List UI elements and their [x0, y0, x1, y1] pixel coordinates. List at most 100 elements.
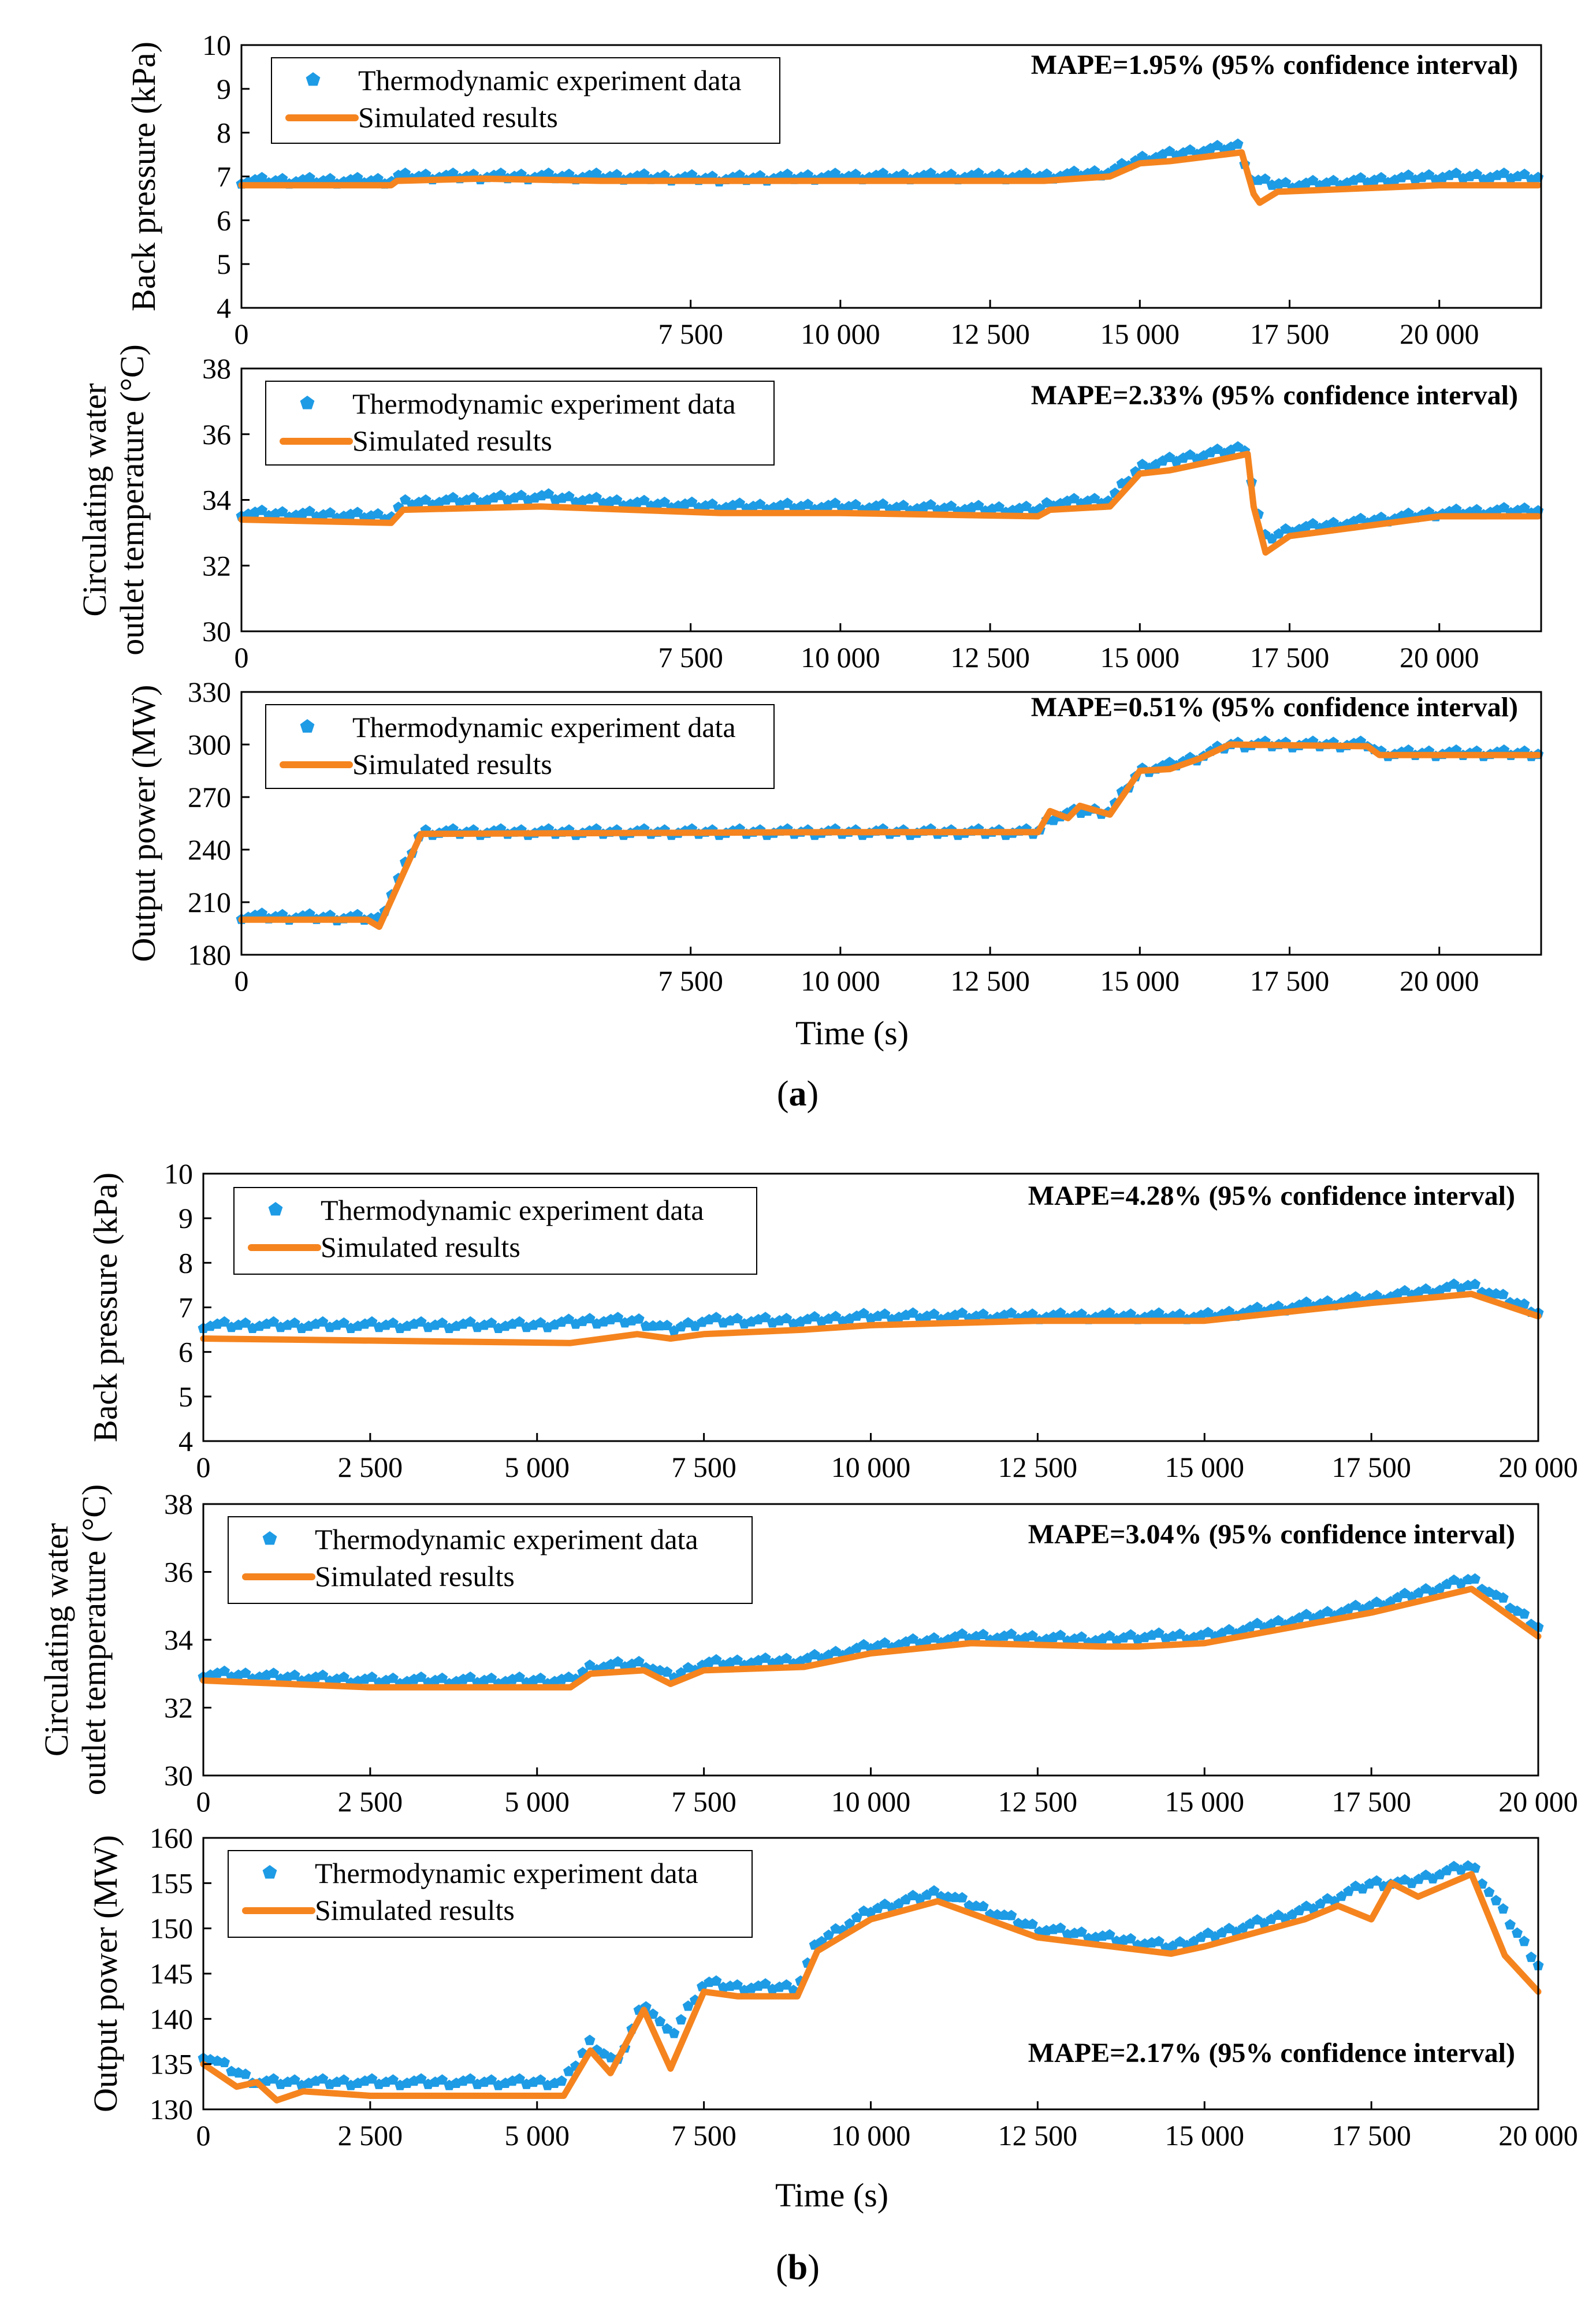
experiment-marker: [1076, 1308, 1087, 1319]
experiment-marker: [325, 173, 336, 184]
experiment-marker: [659, 496, 670, 507]
y-axis-label: Circulating water: [76, 383, 113, 616]
chart-b-water-temperature: 30 32 34 36 38 0 2 500 5 000 7 500 10 000 12 500 15…: [38, 1484, 1578, 1818]
legend-simulated-label: Simulated results: [321, 1231, 520, 1263]
experiment-marker: [1232, 138, 1244, 149]
legend-experiment-marker: [262, 1531, 277, 1545]
experiment-marker: [240, 1667, 251, 1678]
experiment-marker: [495, 489, 507, 500]
experiment-marker: [809, 1311, 820, 1322]
experiment-marker: [535, 2074, 546, 2085]
experiment-marker: [1125, 1629, 1136, 1640]
experiment-marker: [543, 488, 555, 499]
experiment-marker: [977, 1308, 989, 1319]
experiment-marker: [1089, 493, 1100, 504]
experiment-marker: [1519, 1298, 1530, 1309]
experiment-marker: [1153, 1307, 1165, 1318]
experiment-marker: [1280, 177, 1292, 188]
experiment-marker: [256, 172, 267, 183]
experiment-marker: [437, 1672, 448, 1683]
experiment-marker: [710, 1312, 722, 1323]
experiment-marker: [977, 1900, 989, 1911]
experiment-marker: [372, 508, 384, 519]
simulated-line: [200, 1871, 1542, 2104]
experiment-marker: [1498, 168, 1510, 178]
experiment-marker: [1026, 1308, 1038, 1319]
experiment-marker: [514, 1316, 525, 1327]
legend-box: [271, 57, 780, 144]
experiment-marker: [633, 1313, 645, 1324]
experiment-marker: [1125, 1933, 1136, 1944]
legend-experiment-marker: [300, 719, 315, 733]
legend-simulated-label: Simulated results: [352, 748, 552, 780]
experiment-marker: [415, 1316, 427, 1327]
x-tick-label: 10 000: [801, 641, 880, 673]
experiment-marker: [268, 2073, 280, 2084]
experiment-marker: [289, 1317, 300, 1328]
x-tick-label: 10 000: [831, 1785, 911, 1818]
experiment-marker: [1006, 1910, 1017, 1920]
legend-box: [265, 381, 775, 466]
legend: Thermodynamic experiment data Simulated r…: [265, 704, 775, 789]
experiment-marker: [1450, 503, 1462, 514]
chart-a-water-temperature: 30 32 34 36 38 0 7 500 10 000 12 500 15 000 17 500…: [76, 344, 1544, 673]
experiment-marker: [851, 1911, 862, 1922]
experiment-marker: [879, 1308, 891, 1319]
experiment-marker: [1519, 502, 1530, 513]
experiment-marker: [928, 1308, 940, 1319]
experiment-marker: [1068, 493, 1080, 504]
y-tick-label: 7: [178, 1291, 193, 1324]
experiment-marker: [590, 168, 602, 178]
experiment-marker: [338, 1317, 349, 1328]
simulated-line: [238, 451, 1542, 556]
x-tick-label: 17 500: [1250, 318, 1330, 350]
y-tick-label: 300: [188, 728, 231, 761]
mape-annotation: MAPE=2.17% (95% confidence interval): [1028, 2038, 1515, 2068]
experiment-marker: [1076, 1631, 1087, 1642]
experiment-marker: [877, 498, 889, 509]
y-tick-label: 10: [202, 29, 231, 61]
experiment-marker: [325, 507, 336, 518]
x-tick-label: 10 000: [831, 1451, 911, 1483]
x-tick-label: 20 000: [1400, 318, 1479, 350]
x-tick-label: 5 000: [505, 2119, 570, 2152]
experiment-marker: [366, 2073, 378, 2084]
experiment-marker: [289, 2074, 300, 2085]
legend-box: [228, 1516, 753, 1604]
experiment-marker: [304, 172, 315, 183]
x-tick-label: 15 000: [1165, 1785, 1245, 1818]
experiment-marker: [1006, 1307, 1017, 1318]
x-tick-label: 20 000: [1498, 1451, 1578, 1483]
experiment-marker: [486, 2074, 497, 2085]
x-tick-label: 12 500: [998, 1785, 1078, 1818]
experiment-marker: [366, 1316, 378, 1327]
experiment-marker: [1471, 168, 1482, 179]
experiment-marker: [447, 492, 459, 503]
experiment-marker: [946, 168, 957, 179]
x-tick-label: 15 000: [1100, 318, 1180, 350]
caption-b: (b): [776, 2248, 820, 2287]
experiment-marker: [563, 1313, 574, 1324]
experiment-marker: [372, 173, 384, 184]
experiment-marker: [256, 504, 267, 515]
experiment-marker: [654, 1320, 666, 1331]
experiment-marker: [710, 1975, 722, 1986]
experiment-marker: [219, 1316, 230, 1327]
experiment-markers: [198, 1278, 1544, 1336]
x-tick-label: 17 500: [1331, 2119, 1411, 2152]
experiment-marker: [973, 168, 984, 178]
y-tick-label: 140: [150, 2002, 193, 2035]
y-tick-label: 330: [188, 676, 231, 708]
experiment-marker: [633, 1655, 645, 1666]
experiment-marker: [830, 1311, 842, 1322]
x-tick-label: 7 500: [658, 318, 723, 350]
experiment-marker: [858, 1308, 869, 1319]
experiment-marker: [437, 2074, 448, 2085]
experiment-marker: [829, 168, 841, 178]
experiment-marker: [782, 168, 793, 179]
y-tick-label: 32: [202, 549, 231, 582]
legend-experiment-label: Thermodynamic experiment data: [321, 1194, 704, 1226]
experiment-marker: [1371, 1875, 1382, 1886]
experiment-marker: [973, 500, 984, 511]
y-tick-label: 145: [150, 1957, 193, 1990]
